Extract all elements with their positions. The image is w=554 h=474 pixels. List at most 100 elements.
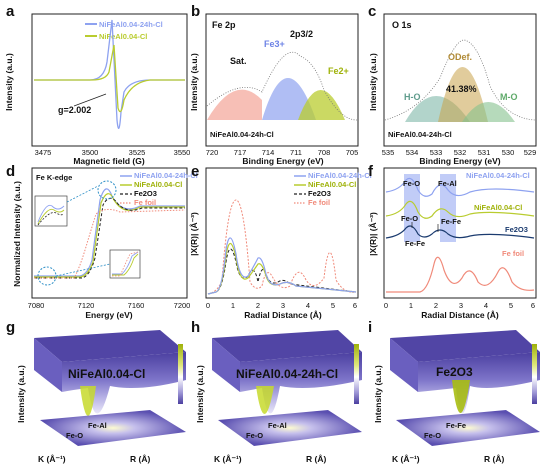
panel-b-title: Fe 2p	[212, 20, 236, 30]
panel-g-floor-label-1: Fe-O	[66, 431, 83, 440]
panel-e-frame	[205, 167, 359, 299]
panel-e: e |X(R)| (Å⁻³) Radial Distance (Å) 0 1 2…	[189, 163, 372, 320]
panel-h-surface-peak	[256, 386, 274, 414]
panel-e-legend-3: Fe foil	[308, 198, 330, 207]
panel-c-label-odef: ODef.	[448, 52, 472, 62]
panel-h-surface-top	[212, 330, 362, 362]
panel-d-xanes-fe-foil	[34, 208, 186, 279]
panel-g-surface-peak	[80, 386, 96, 416]
panel-a-frame	[31, 13, 188, 147]
panel-c-sample: NiFeAl0.04-24h-Cl	[388, 130, 452, 139]
panel-a-legend-1: NiFeAl0.04-Cl	[99, 32, 147, 41]
panel-f-label-feo-top: Fe-O	[403, 179, 420, 188]
panel-d-tick-1: 7120	[78, 301, 95, 310]
panel-f-ylabel: |X(R)| (Å⁻³)	[368, 212, 378, 256]
panel-f-xlabel: Radial Distance (Å)	[421, 310, 499, 320]
panel-h-colorbar	[354, 344, 359, 404]
panel-g-letter: g	[6, 319, 15, 336]
panel-a-epr-24h-cl	[34, 19, 185, 129]
panel-a-tick-1: 3500	[82, 148, 99, 157]
panel-f-band-feal	[440, 174, 456, 242]
panel-g-klabel: K (Å⁻¹)	[38, 454, 66, 464]
panel-f-label-feo-mid: Fe-O	[401, 214, 418, 223]
panel-c-xlabel: Binding Energy (eV)	[419, 156, 500, 166]
panel-i-floor-label-0: Fe-Fe	[446, 421, 466, 430]
panel-g-floor	[40, 410, 186, 446]
panel-a: a Intensity (a.u.) Magnetic field (G) 34…	[4, 3, 190, 166]
panel-d-inset-bottom	[109, 249, 141, 279]
panel-b-tick-1: 717	[234, 148, 247, 157]
panel-i-letter: i	[368, 319, 372, 336]
panel-c-percent: 41.38%	[446, 84, 477, 94]
panel-f-series-1: NiFeAl0.04-Cl	[474, 203, 522, 212]
panel-f-frame	[383, 167, 537, 299]
panel-d-legend-0: NiFeAl0.04-24h-Cl	[134, 171, 198, 180]
panel-g: g NiFeAl0.04-Cl Intensity (a.u.) K (Å⁻¹)…	[6, 319, 186, 464]
panel-i-sample: Fe2O3	[436, 365, 473, 379]
panel-b-letter: b	[191, 3, 200, 20]
panel-i-colorbar	[532, 344, 537, 404]
panel-f-tick-3: 3	[459, 301, 463, 310]
panel-d: d Normalized Intensity (a.u.) Energy (eV…	[6, 163, 198, 320]
panel-i-floor	[396, 410, 540, 446]
panel-f-label-feal: Fe-Al	[438, 179, 457, 188]
panel-f-label-fefe-mid: Fe-Fe	[441, 217, 461, 226]
panel-g-surface-top	[34, 330, 186, 362]
panel-d-inset-bottom-connector	[55, 263, 111, 277]
panel-d-legend-3: Fe foil	[134, 198, 156, 207]
panel-d-inset-top-curve-b	[37, 208, 65, 225]
panel-f-ft-cl	[385, 200, 535, 219]
panel-c-tick-6: 529	[524, 148, 537, 157]
panel-f-tick-4: 4	[484, 301, 488, 310]
panel-i-klabel: K (Å⁻¹)	[392, 454, 420, 464]
panel-h-klabel: K (Å⁻¹)	[214, 454, 242, 464]
panel-e-tick-4: 4	[306, 301, 310, 310]
panel-e-legend-2: Fe2O3	[308, 189, 331, 198]
panel-f-tick-0: 0	[384, 301, 388, 310]
panel-a-tick-3: 3550	[174, 148, 191, 157]
panel-f: f |X(R)| (Å⁻³) Radial Distance (Å) 0 1 2…	[368, 163, 537, 320]
panel-g-zlabel: Intensity (a.u.)	[16, 365, 26, 423]
panel-h-floor-label-0: Fe-Al	[268, 421, 287, 430]
panel-g-surface-front	[62, 352, 186, 414]
panel-i-surface-peak	[452, 380, 470, 413]
panel-e-tick-1: 1	[231, 301, 235, 310]
panel-b-tick-4: 708	[318, 148, 331, 157]
panel-f-ft-24h-cl	[385, 177, 535, 197]
panel-b-label-fe2: Fe2+	[328, 66, 349, 76]
panel-d-frame	[31, 167, 188, 299]
panel-c-tick-2: 533	[430, 148, 443, 157]
panel-e-tick-6: 6	[353, 301, 357, 310]
panel-h-sample: NiFeAl0.04-24h-Cl	[236, 367, 338, 381]
panel-e-ft-24h-cl	[207, 237, 357, 295]
panel-f-band-feo	[404, 174, 420, 242]
panel-a-letter: a	[6, 3, 15, 20]
panel-c-tick-3: 532	[454, 148, 467, 157]
panel-b-sample: NiFeAl0.04-24h-Cl	[210, 130, 274, 139]
panel-c-raw-data	[384, 39, 536, 121]
panel-h-rlabel: R (Å)	[306, 454, 326, 464]
panel-b-label-fe3: Fe3+	[264, 39, 285, 49]
panel-e-tick-5: 5	[331, 301, 335, 310]
panel-g-rlabel: R (Å)	[130, 454, 150, 464]
panel-e-xlabel: Radial Distance (Å)	[244, 310, 322, 320]
panel-c-tick-4: 531	[478, 148, 491, 157]
panel-d-legend-1: NiFeAl0.04-Cl	[134, 180, 182, 189]
panel-a-tick-2: 3525	[129, 148, 146, 157]
panel-g-colorbar	[178, 344, 183, 404]
panel-d-inset-bottom-curve-a	[112, 251, 139, 275]
panel-b-label-2p: 2p3/2	[290, 29, 313, 39]
panel-c-tick-1: 534	[406, 148, 419, 157]
panel-i-rlabel: R (Å)	[484, 454, 504, 464]
panel-f-tick-2: 2	[434, 301, 438, 310]
panel-h-letter: h	[191, 319, 200, 336]
panel-a-xlabel: Magnetic field (G)	[73, 156, 144, 166]
panel-b-tick-5: 705	[346, 148, 359, 157]
panel-h-zlabel: Intensity (a.u.)	[195, 365, 205, 423]
panel-e-legend-0: NiFeAl0.04-24h-Cl	[308, 171, 372, 180]
panel-f-ft-fe-foil	[386, 256, 535, 293]
panel-d-xanes-24h-cl	[34, 188, 185, 277]
panel-b-ylabel: Intensity (a.u.)	[189, 53, 199, 111]
panel-i-surface-top	[390, 330, 540, 362]
